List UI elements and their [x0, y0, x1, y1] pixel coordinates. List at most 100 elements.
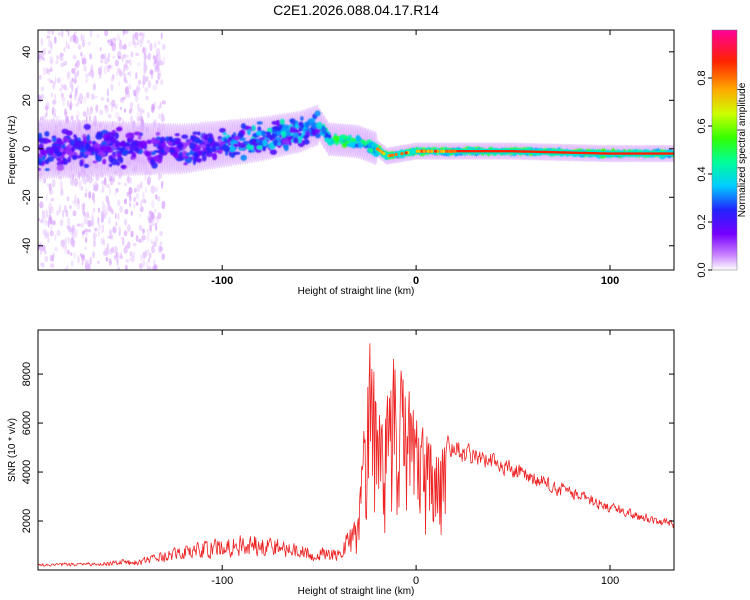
spectrogram-speckle — [42, 229, 47, 236]
spectrogram-blob — [38, 132, 43, 139]
spectrogram-speckle — [104, 104, 109, 114]
spectrogram-speckle — [71, 232, 76, 237]
spectrogram-speckle — [146, 176, 152, 186]
spectrogram-speckle — [82, 208, 85, 216]
spectrogram-speckle — [110, 83, 114, 92]
spectrogram-blob — [262, 139, 268, 147]
spectrogram-speckle — [38, 95, 43, 103]
spectrogram-speckle — [73, 71, 78, 80]
spectrogram-speckle — [53, 113, 56, 122]
spectrogram-blob — [151, 151, 156, 156]
spectrogram-speckle — [124, 94, 129, 99]
x-tick-label: 100 — [601, 575, 619, 587]
spectrogram-speckle — [42, 177, 47, 184]
spectrogram-speckle — [98, 229, 100, 238]
spectrogram-panel: -100 0 100 -40 -20 0 20 40 Height of straight l… — [7, 29, 675, 297]
colorbar-tick-label: 0.6 — [696, 118, 708, 133]
y-tick-label: 6000 — [21, 411, 33, 435]
spectrogram-speckle — [43, 48, 46, 56]
spectrogram-blob — [292, 137, 299, 144]
spectrogram-blob — [131, 152, 137, 158]
spectrogram-speckle — [63, 267, 68, 270]
spectrogram-speckle — [155, 54, 158, 62]
spectrogram-speckle — [65, 40, 68, 49]
spectrogram-blob — [169, 149, 176, 154]
spectrogram-blob — [271, 132, 276, 138]
spectrogram-speckle — [142, 109, 145, 114]
spectrogram-speckle — [125, 65, 129, 71]
spectrogram-speckle — [46, 35, 51, 39]
spectrogram-blob — [114, 132, 119, 140]
spectrogram-blob — [271, 120, 278, 125]
spectrogram-speckle — [71, 224, 76, 234]
spectrogram-ticks: -100 0 100 -40 -20 0 20 40 — [21, 30, 674, 287]
spectrogram-speckle — [117, 181, 121, 186]
spectrogram-speckle — [74, 87, 78, 97]
spectrogram-blob — [315, 133, 321, 139]
spectrogram-speckle — [146, 228, 150, 236]
spectrogram-speckle — [134, 31, 139, 40]
spectrogram-speckle — [67, 31, 70, 37]
spectrogram-blob — [293, 132, 299, 139]
spectrogram-speckle — [49, 59, 54, 65]
spectrogram-speckle — [151, 199, 155, 209]
spectrogram-speckle — [92, 232, 98, 239]
spectrogram-speckle — [132, 243, 137, 247]
spectrogram-speckle — [73, 31, 77, 35]
spectrogram-speckle — [66, 99, 70, 108]
spectrogram-speckle — [105, 183, 110, 188]
spectrogram-speckle — [129, 61, 133, 67]
spectrogram-speckle — [45, 256, 49, 262]
x-tick-label: 100 — [601, 275, 619, 287]
spectrogram-speckle — [80, 185, 83, 191]
spectrogram-blob — [279, 118, 285, 125]
spectrogram-speckle — [61, 30, 64, 38]
spectrogram-speckle — [84, 259, 88, 266]
spectrogram-blob — [199, 144, 207, 149]
spectrogram-blob — [159, 136, 166, 144]
spectrogram-speckle — [104, 104, 108, 109]
snr-xlabel: Height of straight line (km) — [298, 586, 415, 597]
spectrogram-blob — [114, 141, 119, 148]
spectrogram-blob — [303, 134, 309, 140]
spectrogram-blob — [120, 146, 125, 151]
spectrogram-speckle — [83, 212, 87, 218]
spectrogram-ridge-peak — [445, 149, 449, 153]
spectrogram-blob — [44, 131, 50, 137]
spectrogram-blob — [230, 154, 235, 159]
spectrogram-speckle — [68, 226, 71, 233]
spectrogram-speckle — [56, 55, 59, 60]
spectrogram-speckle — [65, 111, 68, 115]
spectrogram-speckle — [157, 105, 161, 110]
spectrogram-speckle — [56, 77, 61, 84]
spectrogram-blob — [92, 140, 96, 145]
spectrogram-speckle — [118, 43, 123, 51]
spectrogram-speckle — [129, 251, 133, 257]
spectrogram-blob — [269, 149, 277, 155]
spectrogram-blob — [177, 142, 184, 150]
spectrogram-ridge-peak — [390, 153, 394, 157]
spectrogram-blob — [158, 153, 163, 161]
spectrogram-blob — [155, 132, 161, 136]
spectrogram-speckle — [89, 256, 92, 265]
spectrogram-speckle — [161, 200, 166, 210]
spectrogram-speckle — [100, 210, 104, 218]
spectrogram-speckle — [116, 33, 120, 42]
spectrogram-blob — [60, 140, 64, 146]
spectrogram-speckle — [161, 100, 166, 105]
spectrogram-blob — [371, 143, 377, 148]
spectrogram-speckle — [114, 59, 120, 67]
spectrogram-speckle — [70, 252, 73, 256]
spectrogram-speckle — [125, 30, 129, 35]
spectrogram-speckle — [105, 195, 110, 203]
spectrogram-speckle — [101, 184, 105, 193]
spectrogram-speckle — [148, 210, 152, 216]
spectrogram-speckle — [122, 44, 125, 50]
spectrogram-speckle — [159, 101, 162, 109]
spectrogram-speckle — [64, 204, 67, 213]
spectrogram-blob — [265, 131, 272, 135]
spectrogram-speckle — [42, 67, 47, 76]
spectrogram-speckle — [80, 100, 83, 104]
spectrogram-speckle — [132, 89, 137, 97]
spectrogram-speckle — [51, 30, 54, 36]
